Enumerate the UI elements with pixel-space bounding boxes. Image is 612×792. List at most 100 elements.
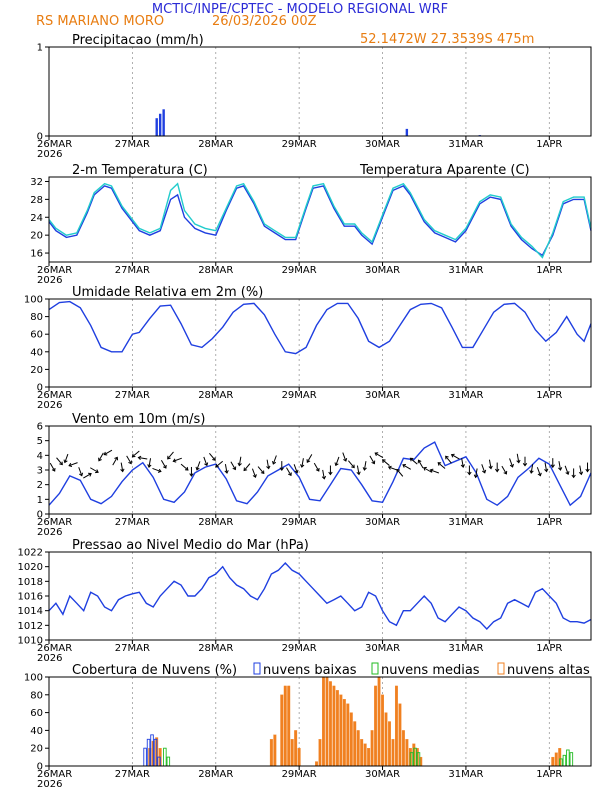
wind-arrow — [49, 462, 56, 472]
cloud-legend-medium-swatch — [371, 662, 379, 675]
wind-arrow — [530, 464, 534, 474]
wind-arrow — [120, 462, 124, 472]
y-tick-label: 4 — [37, 451, 43, 462]
cloud-bar-nuvens-altas — [394, 685, 398, 767]
wind-arrow-head — [328, 471, 333, 476]
x-tick-label: 1APR — [536, 390, 562, 401]
wind-arrow-head — [98, 457, 102, 462]
y-tick-label: 0 — [37, 762, 43, 773]
wind-arrow — [98, 452, 104, 461]
wind-arrow — [64, 453, 69, 463]
y-tick-label: 20 — [30, 231, 43, 242]
wind-arrow — [374, 452, 384, 459]
wind-arrow — [536, 467, 541, 476]
y-tick-label: 20 — [30, 744, 43, 755]
cloud-bar-nuvens-altas — [363, 743, 367, 767]
wind-arrow-head — [473, 474, 479, 479]
wind-arrow-head — [224, 470, 229, 474]
wind-arrow-head — [396, 468, 401, 473]
wind-arrow-head — [88, 472, 92, 477]
wind-arrow-head — [544, 468, 549, 473]
wind-arrow — [173, 457, 182, 462]
wind-arrow — [501, 465, 507, 475]
cloud-bar-nuvens-altas — [280, 694, 284, 767]
wind-arrow-head — [387, 465, 392, 470]
y-tick-label: 40 — [30, 347, 43, 358]
wind-arrow-head — [503, 470, 508, 475]
plot-frame — [48, 46, 592, 137]
cloud-bar-nuvens-medias — [566, 749, 570, 767]
wind-arrow-head — [356, 471, 361, 476]
cloud-legend-high-swatch — [497, 662, 505, 675]
x-tick-label: 29MAR — [282, 643, 317, 654]
wind-arrow-head — [294, 469, 299, 474]
cloud-bar-nuvens-altas — [349, 712, 353, 767]
wind-arrow — [238, 456, 242, 466]
x-tick-label: 31MAR — [448, 643, 483, 654]
plot-frame — [48, 176, 592, 263]
y-tick-label: 1014 — [18, 606, 43, 617]
wind-arrow-head — [287, 472, 292, 477]
wind-arrow — [402, 464, 412, 470]
y-tick-label: 1020 — [18, 562, 43, 573]
wind-arrow — [293, 464, 298, 473]
wind-arrow — [224, 464, 228, 474]
wind-arrow-head — [167, 455, 171, 460]
x-year-label: 2026 — [37, 149, 62, 160]
header-run-date: 26/03/2026 00Z — [212, 14, 317, 29]
x-tick-label: 28MAR — [198, 643, 233, 654]
x-tick-label: 31MAR — [448, 265, 483, 276]
wind-arrow-head — [266, 465, 271, 470]
y-tick-label: 2 — [37, 480, 43, 491]
cloud-bar-nuvens-altas — [391, 739, 395, 767]
wind-arrow-head — [232, 466, 237, 471]
wind-arrow-head — [537, 472, 542, 477]
series-line-umidade-relativa — [48, 300, 592, 355]
x-tick-label: 27MAR — [115, 139, 150, 150]
y-tick-label: 1022 — [18, 548, 43, 559]
x-tick-label: 1APR — [536, 769, 562, 780]
x-year-label: 2026 — [37, 653, 62, 664]
y-tick-label: 60 — [30, 708, 43, 719]
panel-pressure: 1010 1012 1014 1016 1018 1020 1022 26MAR 27MAR 28… — [18, 538, 592, 664]
wind-arrow-head — [195, 466, 200, 471]
wind-arrow — [481, 464, 486, 473]
wind-arrow-head — [157, 468, 162, 473]
wind-arrow-head — [252, 474, 257, 478]
x-tick-label: 28MAR — [198, 139, 233, 150]
x-tick-label: 30MAR — [365, 265, 400, 276]
y-tick-label: 1010 — [18, 636, 43, 647]
wind-arrow — [215, 460, 224, 468]
wind-arrow — [396, 469, 404, 477]
x-tick-label: 1APR — [536, 643, 562, 654]
x-tick-label: 26MAR — [37, 643, 72, 654]
wind-arrow-head — [321, 475, 327, 480]
wind-arrow — [132, 450, 140, 458]
cloud-bar-nuvens-altas — [294, 730, 298, 767]
panel-title: Cobertura de Nuvens (%) — [72, 663, 237, 678]
x-year-label: 2026 — [37, 275, 62, 286]
y-tick-label: 80 — [30, 312, 43, 323]
precip-bar — [405, 128, 409, 136]
cloud-bar-nuvens-altas — [405, 739, 409, 767]
x-tick-label: 31MAR — [448, 390, 483, 401]
wind-arrow-head — [522, 462, 528, 467]
wind-arrow-head — [343, 457, 348, 462]
wind-arrow-head — [417, 459, 422, 464]
plot-frame — [48, 425, 592, 515]
wind-arrow-head — [437, 462, 442, 466]
x-year-label: 2026 — [37, 400, 62, 411]
wind-arrow-head — [516, 459, 521, 464]
wind-arrow-head — [306, 459, 311, 463]
wind-arrow-head — [137, 455, 142, 460]
panel-title: Precipitacao (mm/h) — [72, 33, 204, 48]
x-tick-label: 29MAR — [282, 517, 317, 528]
y-tick-label: 1018 — [18, 577, 43, 588]
wind-arrow — [209, 453, 216, 461]
wind-arrow-head — [95, 469, 99, 474]
x-tick-label: 30MAR — [365, 517, 400, 528]
cloud-bar-nuvens-baixas — [143, 747, 147, 767]
x-tick-label: 31MAR — [448, 139, 483, 150]
wind-arrow-head — [460, 464, 465, 468]
